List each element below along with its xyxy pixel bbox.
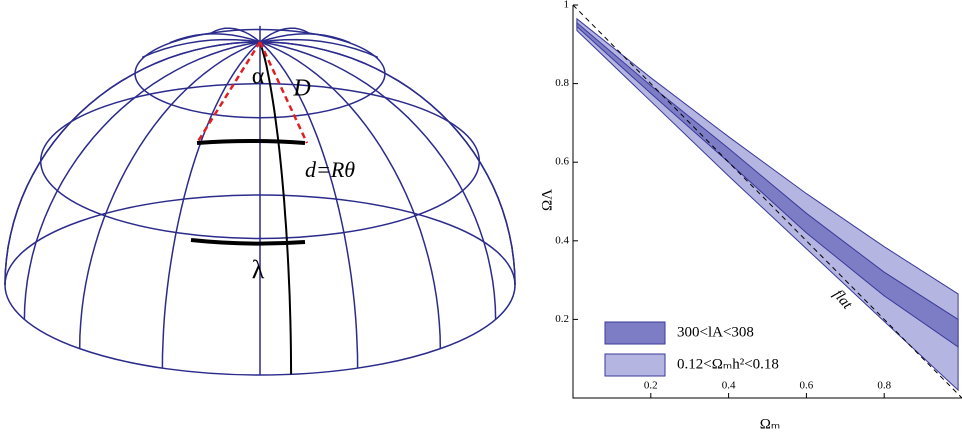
y-tick-label: 1 [564,0,570,11]
meridian [162,42,260,368]
x-axis-label: Ωₘ [760,416,781,432]
meridian [24,42,260,319]
x-tick-label: 0.8 [877,380,891,392]
y-axis-label: ΩΛ [539,189,555,211]
highlight-meridian [260,42,291,374]
y-tick-label: 0.2 [555,313,569,325]
arc [197,141,305,143]
meridian [170,34,260,43]
y-tick-label: 0.6 [555,156,569,168]
legend-swatch [605,322,665,344]
label: D [292,76,310,102]
label: α [252,64,265,90]
meridian [260,34,350,43]
arc [191,240,305,244]
legend-label: 300<lA<308 [677,324,754,340]
y-tick-label: 0.8 [555,77,569,89]
legend-label: 0.12<Ωₘh²<0.18 [677,356,779,372]
legend-swatch [605,354,665,376]
label: d=Rθ [305,157,355,182]
x-tick-label: 0.6 [800,380,814,392]
label: λ [252,255,265,284]
y-tick-label: 0.4 [555,234,569,246]
x-tick-label: 0.4 [722,380,736,392]
figure: α D d=Rθ λ flat0.20.40.60.80.20.40.60.81… [0,0,962,440]
meridian [5,42,260,285]
band [577,23,958,347]
x-tick-label: 0.2 [644,380,658,392]
